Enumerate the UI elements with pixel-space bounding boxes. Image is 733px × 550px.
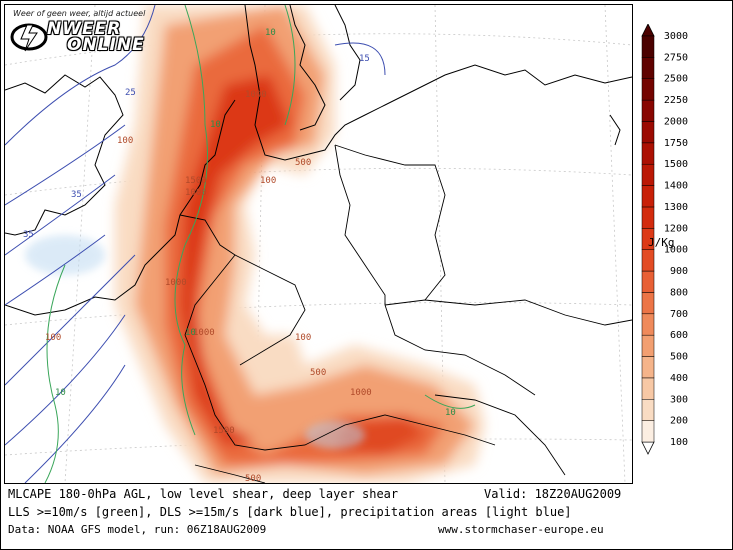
cape-label: 500	[245, 474, 261, 483]
dls-label: 35	[71, 190, 82, 200]
legend-tick-label: 800	[670, 287, 688, 298]
website-url: www.stormchaser-europe.eu	[438, 523, 604, 536]
lightning-globe-icon	[10, 23, 48, 52]
dls-label: 25	[125, 88, 136, 98]
lls-label: 10	[265, 28, 276, 38]
legend-swatch	[641, 142, 655, 165]
cape-label: 1000	[245, 90, 267, 100]
legend-tick-label: 300	[670, 394, 688, 405]
legend-tick-label: 1400	[664, 181, 688, 192]
legend-swatch	[641, 35, 655, 58]
cape-label: 1500	[185, 176, 207, 186]
legend-unit: J/Kg	[648, 236, 675, 249]
legend-tick-label: 2750	[664, 52, 688, 63]
legend-swatch	[641, 420, 655, 443]
cape-label: 1000	[350, 388, 372, 398]
legend-swatch	[641, 78, 655, 101]
cape-label: 1000	[185, 188, 207, 198]
graticule	[5, 5, 632, 483]
legend-tick-label: 900	[670, 266, 688, 277]
cape-label: 100	[45, 333, 61, 343]
legend-tick-label: 600	[670, 330, 688, 341]
legend-swatch	[641, 270, 655, 293]
legend-tick-label: 1000	[664, 245, 688, 256]
cape-label: 1000	[165, 278, 187, 288]
lls-label: 10	[445, 408, 456, 418]
logo-line2: ONLINE	[67, 35, 145, 55]
color-legend: 100 200 300 400 500 600 700 800 900 1000 1200 1300 1…	[640, 23, 730, 464]
weather-map: 1000 1000 1500 1000 100 1000 1500 500 50…	[4, 4, 633, 484]
lls-label: 10	[55, 388, 66, 398]
legend-tick-label: 1500	[664, 159, 688, 170]
data-source: Data: NOAA GFS model, run: 06Z18AUG2009	[8, 523, 267, 536]
legend-tick-label: 2000	[664, 116, 688, 127]
valid-time: Valid: 18Z20AUG2009	[484, 487, 622, 501]
legend-swatch	[641, 313, 655, 336]
legend-tick-label: 2250	[664, 95, 688, 106]
legend-arrow-top	[641, 23, 655, 37]
logo-line1: NWEER	[47, 19, 122, 39]
lls-label: 10	[210, 120, 221, 130]
legend-swatch	[641, 334, 655, 357]
cape-label: 1000	[193, 328, 215, 338]
logo-tagline: Weer of geen weer, altijd actueel	[13, 9, 146, 18]
legend-tick-label: 2500	[664, 74, 688, 85]
dls-label: 15	[359, 54, 370, 64]
cape-label: 100	[260, 176, 276, 186]
legend-tick-label: 200	[670, 416, 688, 427]
cape-label: 100	[295, 333, 311, 343]
contour-labels: 1000 1000 1500 1000 100 1000 1500 500 50…	[23, 28, 456, 483]
caption-title: MLCAPE 180-0hPa AGL, low level shear, de…	[8, 487, 399, 501]
legend-tick-label: 400	[670, 373, 688, 384]
legend-swatch	[641, 356, 655, 379]
caption-legend-line: LLS >=10m/s [green], DLS >=15m/s [dark b…	[8, 505, 572, 519]
legend-tick-label: 500	[670, 352, 688, 363]
caption: MLCAPE 180-0hPa AGL, low level shear, de…	[4, 485, 631, 545]
legend-tick-label: 1300	[664, 202, 688, 213]
legend-swatch	[641, 292, 655, 315]
map-canvas: 1000 1000 1500 1000 100 1000 1500 500 50…	[5, 5, 632, 483]
legend-swatch	[641, 57, 655, 79]
cape-label: 100	[117, 136, 133, 146]
legend-swatch	[641, 206, 655, 229]
lls-contours	[44, 5, 476, 483]
legend-arrow-bottom	[641, 441, 655, 455]
cape-label: 1500	[213, 426, 235, 436]
legend-tick-label: 3000	[664, 31, 688, 42]
cape-field	[115, 5, 485, 483]
legend-swatch	[641, 163, 655, 186]
legend-swatch	[641, 399, 655, 421]
legend-swatch	[641, 377, 655, 400]
legend-swatch	[641, 249, 655, 272]
lls-label: 10	[185, 328, 196, 338]
precip-areas	[25, 235, 365, 449]
legend-tick-label: 700	[670, 309, 688, 320]
dls-contours	[5, 5, 386, 483]
legend-tick-label: 1750	[664, 138, 688, 149]
legend-scale: 100 200 300 400 500 600 700 800 900 1000 1200 1300 1…	[641, 23, 688, 455]
legend-tick-label: 1200	[664, 223, 688, 234]
dls-label: 35	[23, 230, 34, 240]
coastlines	[5, 5, 632, 316]
cape-label: 500	[295, 158, 311, 168]
legend-tick-label: 100	[670, 437, 688, 448]
legend-swatch	[641, 185, 655, 208]
legend-swatch	[641, 121, 655, 144]
cape-label: 500	[310, 368, 326, 378]
borders	[179, 144, 632, 483]
onweer-online-logo: Weer of geen weer, altijd actueel NWEER …	[9, 9, 167, 57]
legend-swatch	[641, 99, 655, 122]
